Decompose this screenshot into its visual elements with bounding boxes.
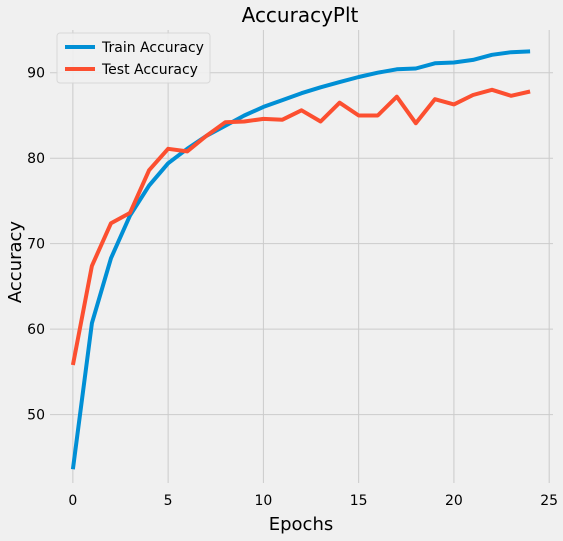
legend: Train Accuracy Test Accuracy (56, 32, 211, 84)
x-tick-label-0: 0 (68, 493, 77, 509)
x-tick-label-15: 15 (350, 493, 368, 509)
series-line-test-accuracy (70, 87, 531, 366)
y-tick-label-80: 80 (27, 151, 45, 167)
series-line-train-accuracy (70, 49, 531, 470)
chart-title: AccuracyPlt (242, 3, 359, 27)
y-tick-label-90: 90 (27, 66, 45, 82)
x-tick-label-5: 5 (164, 493, 173, 509)
legend-label-train-accuracy: Train Accuracy (101, 40, 204, 56)
x-tick-label-25: 25 (540, 493, 558, 509)
legend-label-test-accuracy: Test Accuracy (101, 62, 198, 78)
series-lines (70, 49, 531, 470)
x-tick-label-20: 20 (445, 493, 463, 509)
y-tick-label-70: 70 (27, 237, 45, 253)
y-tick-label-50: 50 (27, 408, 45, 424)
x-tick-label-10: 10 (254, 493, 272, 509)
x-tick-labels: 0 5 10 15 20 25 (68, 493, 558, 509)
y-axis-title: Accuracy (5, 221, 26, 304)
legend-box (56, 32, 211, 84)
x-axis-title: Epochs (269, 514, 334, 535)
y-tick-labels: 50 60 70 80 90 (27, 66, 45, 424)
y-tick-label-60: 60 (27, 322, 45, 338)
